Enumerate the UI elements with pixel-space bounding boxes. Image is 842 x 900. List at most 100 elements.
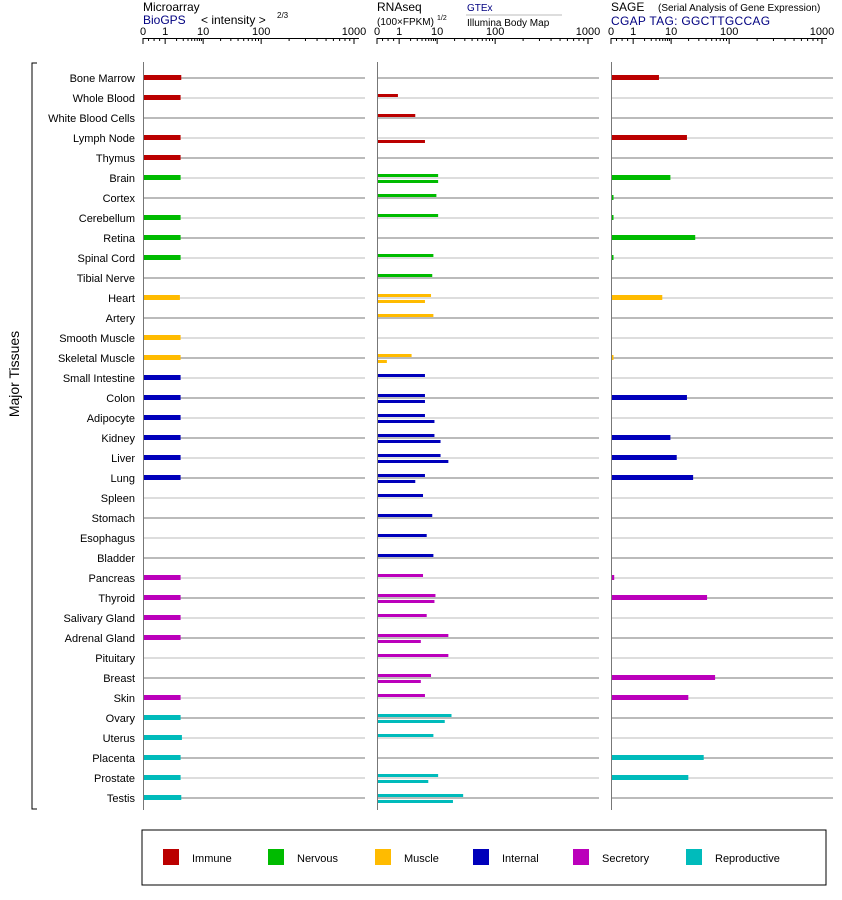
bar-microarray	[144, 635, 181, 640]
panel-microarray: 0 1 10 100 1000	[140, 26, 366, 810]
bar-rnaseq	[378, 174, 439, 177]
bar-rnaseq	[378, 574, 424, 577]
bar-sage	[612, 135, 687, 140]
bar-rnaseq	[378, 600, 435, 603]
sage-title: SAGE	[611, 0, 644, 14]
tissue-label: White Blood Cells	[48, 113, 135, 125]
tissue-label: Brain	[109, 173, 135, 185]
tissue-label: Bone Marrow	[70, 73, 135, 85]
tissue-label: Artery	[106, 313, 136, 325]
sage-title-note: (Serial Analysis of Gene Expression)	[658, 3, 820, 14]
tissue-label: Stomach	[92, 513, 135, 525]
bar-sage	[612, 175, 671, 180]
bar-rnaseq	[378, 674, 432, 677]
bar-rnaseq	[378, 794, 464, 797]
bar-microarray	[144, 235, 181, 240]
scale-tick-label: 100	[486, 26, 504, 38]
bar-microarray	[144, 695, 181, 700]
panel-sage: 0 1 10 100 1000	[608, 26, 834, 810]
bar-sage	[612, 295, 663, 300]
legend-label: Muscle	[404, 853, 439, 865]
microarray-title: Microarray	[143, 0, 200, 14]
tissue-label: Tibial Nerve	[77, 273, 135, 285]
bar-rnaseq	[378, 720, 445, 723]
bar-microarray	[144, 415, 181, 420]
bar-sage	[612, 455, 677, 460]
bar-rnaseq	[378, 654, 449, 657]
sage-subtitle: CGAP TAG: GGCTTGCCAG	[611, 14, 770, 28]
scale-tick-label: 10	[197, 26, 209, 38]
legend-label: Internal	[502, 853, 539, 865]
tissue-label: Kidney	[101, 433, 135, 445]
legend-swatch	[473, 849, 489, 865]
bar-microarray	[144, 595, 181, 600]
bar-rnaseq	[378, 680, 421, 683]
legend-swatch	[268, 849, 284, 865]
bar-microarray	[144, 455, 181, 460]
bar-microarray	[144, 775, 181, 780]
bar-rnaseq	[378, 800, 453, 803]
bar-sage	[612, 75, 659, 80]
bar-sage	[612, 695, 689, 700]
bar-rnaseq	[378, 634, 449, 637]
bar-sage	[612, 195, 614, 200]
tissue-label: Esophagus	[80, 533, 136, 545]
bar-rnaseq	[378, 640, 421, 643]
tissue-label: Testis	[107, 793, 136, 805]
tissue-label: Spinal Cord	[78, 253, 135, 265]
bar-rnaseq	[378, 714, 452, 717]
bar-sage	[612, 215, 614, 220]
tissue-label: Breast	[103, 673, 135, 685]
bar-microarray	[144, 375, 181, 380]
scale-tick-label: 10	[665, 26, 677, 38]
tissue-label: Cortex	[103, 193, 136, 205]
bar-rnaseq	[378, 434, 435, 437]
bar-rnaseq	[378, 394, 425, 397]
legend-swatch	[375, 849, 391, 865]
bar-microarray	[144, 755, 181, 760]
bar-rnaseq	[378, 494, 424, 497]
scale-tick-label: 10	[431, 26, 443, 38]
bar-rnaseq	[378, 594, 436, 597]
tissue-label: Whole Blood	[73, 93, 135, 105]
bar-rnaseq	[378, 474, 425, 477]
rnaseq-title: RNAseq	[377, 0, 422, 14]
bar-sage	[612, 355, 614, 360]
bar-rnaseq	[378, 460, 449, 463]
bar-sage	[612, 435, 671, 440]
tissue-label: Retina	[103, 233, 136, 245]
tissue-label: Small Intestine	[63, 373, 135, 385]
scale-tick-label: 1000	[576, 26, 600, 38]
bar-microarray	[144, 335, 181, 340]
bar-rnaseq	[378, 400, 425, 403]
tissue-label: Liver	[111, 453, 135, 465]
bar-rnaseq	[378, 514, 433, 517]
scale-tick-label: 100	[252, 26, 270, 38]
tissue-label: Uterus	[103, 733, 136, 745]
bar-microarray	[144, 215, 181, 220]
bar-rnaseq	[378, 194, 437, 197]
bar-microarray	[144, 615, 181, 620]
bar-microarray	[144, 155, 181, 160]
tissue-label: Cerebellum	[79, 213, 135, 225]
legend-label: Nervous	[297, 853, 338, 865]
bar-rnaseq	[378, 454, 441, 457]
rnaseq-source-gtex: GTEx	[467, 3, 493, 14]
bar-rnaseq	[378, 300, 425, 303]
bar-rnaseq	[378, 734, 434, 737]
y-axis-label: Major Tissues	[6, 331, 22, 417]
tissue-label: Thyroid	[98, 593, 135, 605]
tissue-label: Skeletal Muscle	[58, 353, 135, 365]
tissue-label: Thymus	[96, 153, 136, 165]
bar-microarray	[144, 475, 181, 480]
tissue-label: Adipocyte	[87, 413, 135, 425]
scale-tick-label: 1	[396, 26, 402, 38]
tissue-label: Skin	[114, 693, 135, 705]
rnaseq-source-illumina: Illumina Body Map	[467, 18, 550, 29]
bar-rnaseq	[378, 294, 432, 297]
tissue-label: Heart	[108, 293, 135, 305]
bar-rnaseq	[378, 180, 439, 183]
legend-label: Secretory	[602, 853, 650, 865]
bar-rnaseq	[378, 420, 435, 423]
